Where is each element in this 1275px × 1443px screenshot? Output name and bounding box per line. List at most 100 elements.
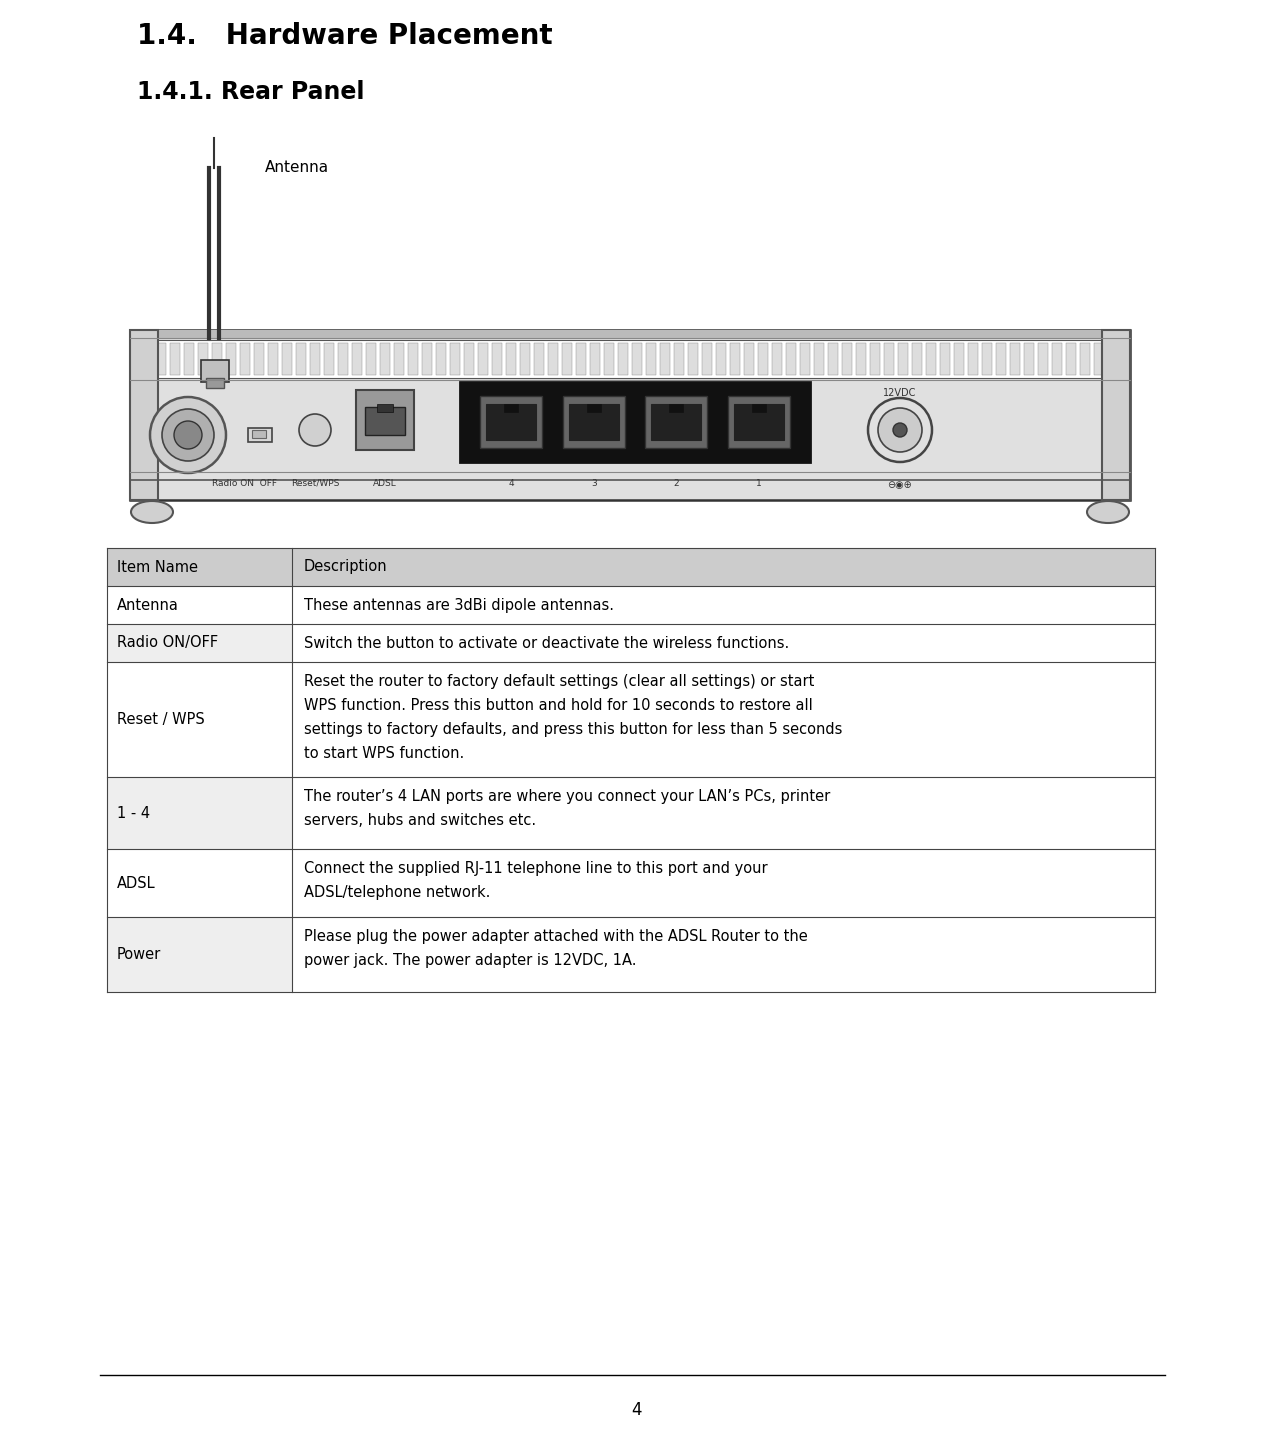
Bar xyxy=(212,343,222,375)
Bar xyxy=(604,343,615,375)
Text: 1: 1 xyxy=(756,479,761,488)
Bar xyxy=(842,343,852,375)
Bar xyxy=(198,343,208,375)
Bar xyxy=(912,343,922,375)
Bar xyxy=(450,343,460,375)
Bar xyxy=(107,662,292,776)
Bar xyxy=(481,395,542,447)
Bar xyxy=(380,343,390,375)
Text: Description: Description xyxy=(303,560,388,574)
Text: ADSL: ADSL xyxy=(374,479,397,488)
Bar xyxy=(240,343,250,375)
Text: 12VDC: 12VDC xyxy=(884,388,917,398)
Bar xyxy=(1102,330,1130,501)
Bar xyxy=(884,343,894,375)
Bar xyxy=(898,343,908,375)
Bar xyxy=(394,343,404,375)
Bar xyxy=(813,343,824,375)
Bar xyxy=(505,404,519,413)
Bar xyxy=(310,343,320,375)
Bar xyxy=(296,343,306,375)
Text: WPS function. Press this button and hold for 10 seconds to restore all: WPS function. Press this button and hold… xyxy=(303,698,812,713)
Bar xyxy=(717,343,725,375)
Bar xyxy=(1052,343,1062,375)
Text: 1.4.   Hardware Placement: 1.4. Hardware Placement xyxy=(136,22,552,51)
Bar xyxy=(745,343,754,375)
Bar xyxy=(422,343,432,375)
Bar xyxy=(130,330,1130,338)
Bar xyxy=(870,343,880,375)
Bar xyxy=(968,343,978,375)
Bar xyxy=(618,343,629,375)
Bar xyxy=(460,382,810,462)
Bar xyxy=(282,343,292,375)
Bar xyxy=(107,776,292,848)
Bar xyxy=(562,343,572,375)
Bar xyxy=(534,343,544,375)
Bar xyxy=(827,343,838,375)
Text: The router’s 4 LAN ports are where you connect your LAN’s PCs, printer: The router’s 4 LAN ports are where you c… xyxy=(303,789,830,804)
Bar xyxy=(492,343,502,375)
Bar xyxy=(652,404,701,440)
Bar xyxy=(292,548,1155,586)
Bar xyxy=(324,343,334,375)
Text: Reset / WPS: Reset / WPS xyxy=(117,711,205,727)
Bar xyxy=(226,343,236,375)
Bar xyxy=(184,343,194,375)
Bar xyxy=(130,330,158,501)
Circle shape xyxy=(173,421,201,449)
Circle shape xyxy=(892,423,907,437)
Bar xyxy=(408,343,418,375)
Bar xyxy=(464,343,474,375)
Text: Power: Power xyxy=(117,947,161,962)
Ellipse shape xyxy=(1088,501,1128,522)
Bar xyxy=(731,343,739,375)
Text: ADSL/telephone network.: ADSL/telephone network. xyxy=(303,885,491,900)
Text: 4: 4 xyxy=(509,479,514,488)
Text: ⊖◉⊕: ⊖◉⊕ xyxy=(887,481,913,491)
Text: Connect the supplied RJ-11 telephone line to this port and your: Connect the supplied RJ-11 telephone lin… xyxy=(303,861,768,876)
Bar xyxy=(548,343,558,375)
Bar xyxy=(107,623,292,662)
Bar xyxy=(1108,343,1118,375)
Bar xyxy=(1066,343,1076,375)
Text: servers, hubs and switches etc.: servers, hubs and switches etc. xyxy=(303,812,536,828)
Circle shape xyxy=(300,414,332,446)
Text: Reset the router to factory default settings (clear all settings) or start: Reset the router to factory default sett… xyxy=(303,674,815,688)
Bar xyxy=(785,343,796,375)
Text: Switch the button to activate or deactivate the wireless functions.: Switch the button to activate or deactiv… xyxy=(303,636,789,651)
Bar xyxy=(799,343,810,375)
Circle shape xyxy=(150,397,226,473)
Bar xyxy=(703,343,711,375)
Bar xyxy=(107,848,292,916)
Bar xyxy=(1080,343,1090,375)
Bar xyxy=(254,343,264,375)
Bar xyxy=(252,430,266,439)
Bar xyxy=(292,848,1155,916)
Text: 4: 4 xyxy=(631,1401,643,1418)
Circle shape xyxy=(878,408,922,452)
Bar xyxy=(562,395,625,447)
Bar xyxy=(632,343,643,375)
Text: 1 - 4: 1 - 4 xyxy=(117,805,150,821)
Bar xyxy=(107,586,292,623)
Bar xyxy=(140,341,1119,378)
Text: to start WPS function.: to start WPS function. xyxy=(303,746,464,760)
Bar xyxy=(954,343,964,375)
Bar xyxy=(107,548,292,586)
Bar xyxy=(982,343,992,375)
Ellipse shape xyxy=(131,501,173,522)
Bar xyxy=(996,343,1006,375)
Bar xyxy=(940,343,950,375)
Circle shape xyxy=(868,398,932,462)
Text: Item Name: Item Name xyxy=(117,560,198,574)
Bar xyxy=(107,916,292,991)
Bar xyxy=(645,395,708,447)
Bar xyxy=(674,343,683,375)
Bar xyxy=(352,343,362,375)
Bar xyxy=(751,404,765,413)
Text: ADSL: ADSL xyxy=(117,876,156,890)
Bar xyxy=(669,404,683,413)
Text: Radio ON/OFF: Radio ON/OFF xyxy=(117,635,218,651)
Bar xyxy=(377,404,393,413)
